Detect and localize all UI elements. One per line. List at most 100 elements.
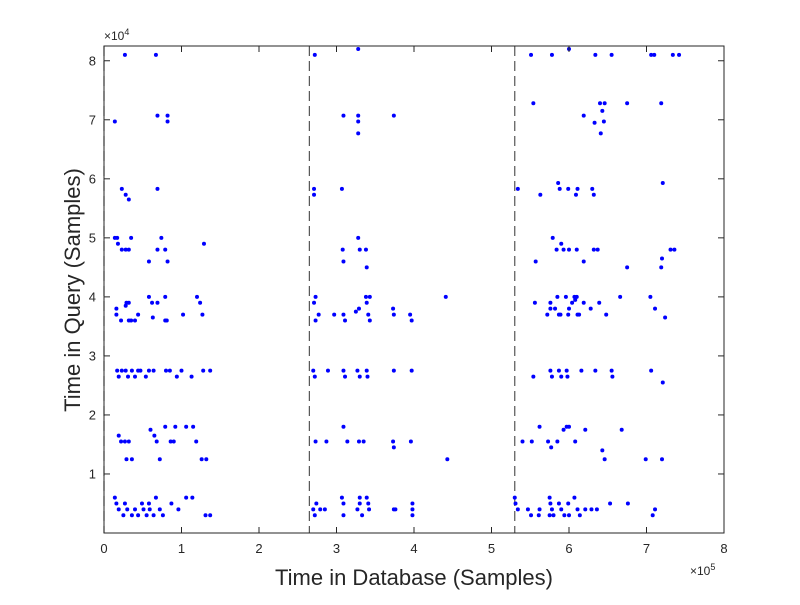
scatter-point bbox=[122, 439, 127, 444]
y-tick-label: 2 bbox=[89, 407, 96, 422]
scatter-point bbox=[122, 501, 127, 506]
y-tick-label: 5 bbox=[89, 230, 96, 245]
x-tick-label: 8 bbox=[720, 541, 727, 556]
y-axis-label: Time in Query (Samples) bbox=[60, 168, 85, 412]
scatter-point bbox=[164, 368, 168, 373]
scatter-point bbox=[157, 507, 162, 512]
scatter-point bbox=[410, 513, 415, 518]
scatter-point bbox=[573, 439, 578, 444]
x-tick-label: 4 bbox=[410, 541, 417, 556]
scatter-point bbox=[155, 186, 160, 191]
scatter-point bbox=[165, 119, 170, 124]
scatter-point bbox=[649, 368, 654, 373]
scatter-point bbox=[598, 131, 603, 136]
scatter-point bbox=[548, 300, 553, 305]
y-tick-label: 4 bbox=[89, 289, 96, 304]
scatter-point bbox=[119, 247, 124, 252]
scatter-point bbox=[355, 507, 360, 512]
scatter-point bbox=[595, 247, 600, 252]
scatter-point bbox=[531, 374, 536, 379]
scatter-point bbox=[410, 507, 415, 512]
scatter-point bbox=[318, 507, 323, 512]
scatter-point bbox=[341, 312, 346, 317]
scatter-point bbox=[391, 445, 396, 450]
scatter-point bbox=[121, 513, 126, 518]
scatter-point bbox=[567, 247, 571, 252]
scatter-point bbox=[537, 424, 542, 429]
scatter-point bbox=[356, 235, 361, 240]
scatter-point bbox=[525, 507, 530, 512]
scatter-point bbox=[581, 259, 586, 264]
scatter-point bbox=[619, 427, 624, 432]
scatter-point bbox=[194, 439, 199, 444]
scatter-point bbox=[625, 101, 630, 106]
scatter-point bbox=[150, 315, 155, 320]
scatter-point bbox=[341, 424, 346, 429]
scatter-point bbox=[668, 247, 673, 252]
y-tick-label: 6 bbox=[89, 171, 96, 186]
scatter-point bbox=[600, 448, 605, 453]
scatter-point bbox=[339, 495, 344, 500]
scatter-point bbox=[184, 424, 189, 429]
scatter-point bbox=[155, 113, 160, 118]
scatter-point bbox=[364, 300, 369, 305]
scatter-point bbox=[201, 241, 206, 246]
scatter-point bbox=[559, 374, 564, 379]
scatter-point bbox=[677, 52, 682, 57]
scatter-point bbox=[203, 513, 208, 518]
scatter-point bbox=[604, 312, 609, 317]
scatter-point bbox=[356, 119, 361, 124]
scatter-point bbox=[577, 312, 582, 317]
scatter-point bbox=[563, 294, 568, 299]
scatter-point bbox=[148, 427, 153, 432]
scatter-point bbox=[332, 312, 337, 317]
scatter-point bbox=[340, 247, 345, 252]
scatter-point bbox=[150, 300, 155, 305]
x-tick-label: 3 bbox=[333, 541, 340, 556]
scatter-point bbox=[167, 368, 172, 373]
scatter-point bbox=[409, 368, 414, 373]
scatter-point bbox=[408, 439, 413, 444]
scatter-point bbox=[443, 294, 448, 299]
scatter-point bbox=[408, 312, 413, 317]
scatter-point bbox=[138, 368, 143, 373]
scatter-point bbox=[155, 300, 160, 305]
scatter-point bbox=[147, 507, 152, 512]
scatter-point bbox=[600, 108, 605, 113]
scatter-point bbox=[164, 318, 169, 323]
scatter-point bbox=[314, 501, 319, 506]
scatter-point bbox=[115, 235, 120, 240]
scatter-point bbox=[357, 501, 362, 506]
scatter-point bbox=[574, 247, 579, 252]
scatter-point bbox=[591, 247, 596, 252]
scatter-point bbox=[312, 300, 317, 305]
scatter-point bbox=[312, 513, 317, 518]
scatter-point bbox=[364, 368, 369, 373]
scatter-point bbox=[116, 433, 121, 438]
scatter-point bbox=[125, 507, 130, 512]
scatter-point bbox=[643, 457, 648, 462]
scatter-point bbox=[625, 501, 630, 506]
x-tick-label: 6 bbox=[565, 541, 572, 556]
scatter-point bbox=[133, 507, 137, 512]
scatter-point bbox=[356, 306, 361, 311]
scatter-point bbox=[356, 439, 361, 444]
scatter-point bbox=[529, 439, 534, 444]
scatter-point bbox=[648, 294, 653, 299]
scatter-point bbox=[146, 501, 151, 506]
x-tick-label: 1 bbox=[178, 541, 185, 556]
scatter-point bbox=[593, 368, 598, 373]
scatter-point bbox=[116, 374, 121, 379]
scatter-point bbox=[119, 186, 124, 191]
scatter-point bbox=[366, 501, 371, 506]
scatter-point bbox=[189, 374, 194, 379]
scatter-point bbox=[126, 300, 131, 305]
scatter-point bbox=[553, 306, 558, 311]
scatter-point bbox=[357, 374, 362, 379]
scatter-point bbox=[174, 374, 179, 379]
scatter-point bbox=[311, 368, 316, 373]
scatter-point bbox=[566, 186, 571, 191]
scatter-point bbox=[537, 507, 542, 512]
scatter-point bbox=[356, 131, 361, 136]
